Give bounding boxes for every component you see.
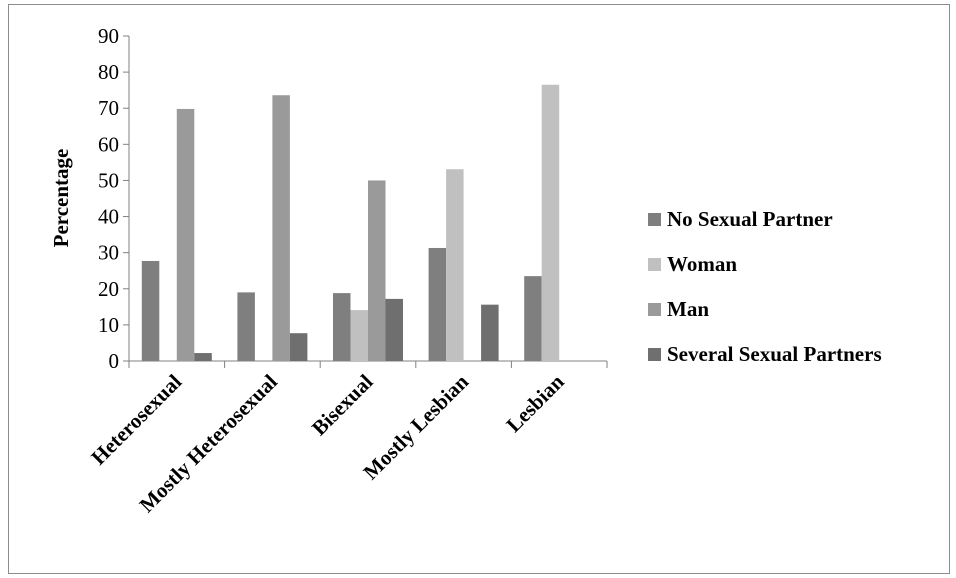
bar: [446, 169, 464, 361]
legend-label: Man: [667, 297, 709, 321]
bar: [237, 292, 255, 361]
bar: [368, 180, 386, 361]
bar: [333, 293, 351, 361]
y-tick-label: 30: [98, 241, 119, 265]
legend: No Sexual Partner Woman Man Several Sexual …: [648, 207, 882, 366]
legend-swatch: [648, 348, 661, 361]
chart-frame: [8, 4, 950, 574]
y-tick-label: 60: [98, 132, 119, 156]
y-tick-label: 10: [98, 313, 119, 337]
legend-label: No Sexual Partner: [667, 207, 833, 231]
x-axis: [128, 360, 608, 368]
bar: [350, 310, 368, 361]
legend-swatch: [648, 303, 661, 316]
y-tick-label: 0: [109, 349, 120, 373]
x-category-label: Bisexual: [307, 369, 378, 440]
y-tick-label: 80: [98, 60, 119, 84]
y-tick-label: 70: [98, 96, 119, 120]
bar: [385, 298, 403, 361]
y-tick-label: 20: [98, 277, 119, 301]
legend-label: Woman: [667, 252, 737, 276]
bar: [541, 84, 560, 361]
legend-label: Several Sexual Partners: [667, 342, 882, 366]
bar: [141, 260, 160, 361]
legend-swatch: [648, 213, 661, 226]
y-tick-label: 40: [98, 205, 119, 229]
x-category-label: Heterosexual: [86, 369, 186, 469]
legend-swatch: [648, 258, 661, 271]
bar: [194, 353, 212, 361]
y-axis-title: Percentage: [49, 149, 73, 248]
bar: [176, 108, 195, 361]
bar: [289, 333, 308, 361]
bar: [524, 276, 542, 361]
y-tick-label: 90: [98, 24, 119, 48]
bar: [481, 304, 499, 361]
bars: [141, 84, 560, 361]
bar: [428, 247, 447, 361]
bar: [272, 95, 290, 361]
y-tick-label: 50: [98, 168, 119, 192]
x-category-label: Lesbian: [501, 369, 569, 437]
y-axis: 0 10 20 30 40 50 60 70 80 90: [98, 24, 130, 373]
